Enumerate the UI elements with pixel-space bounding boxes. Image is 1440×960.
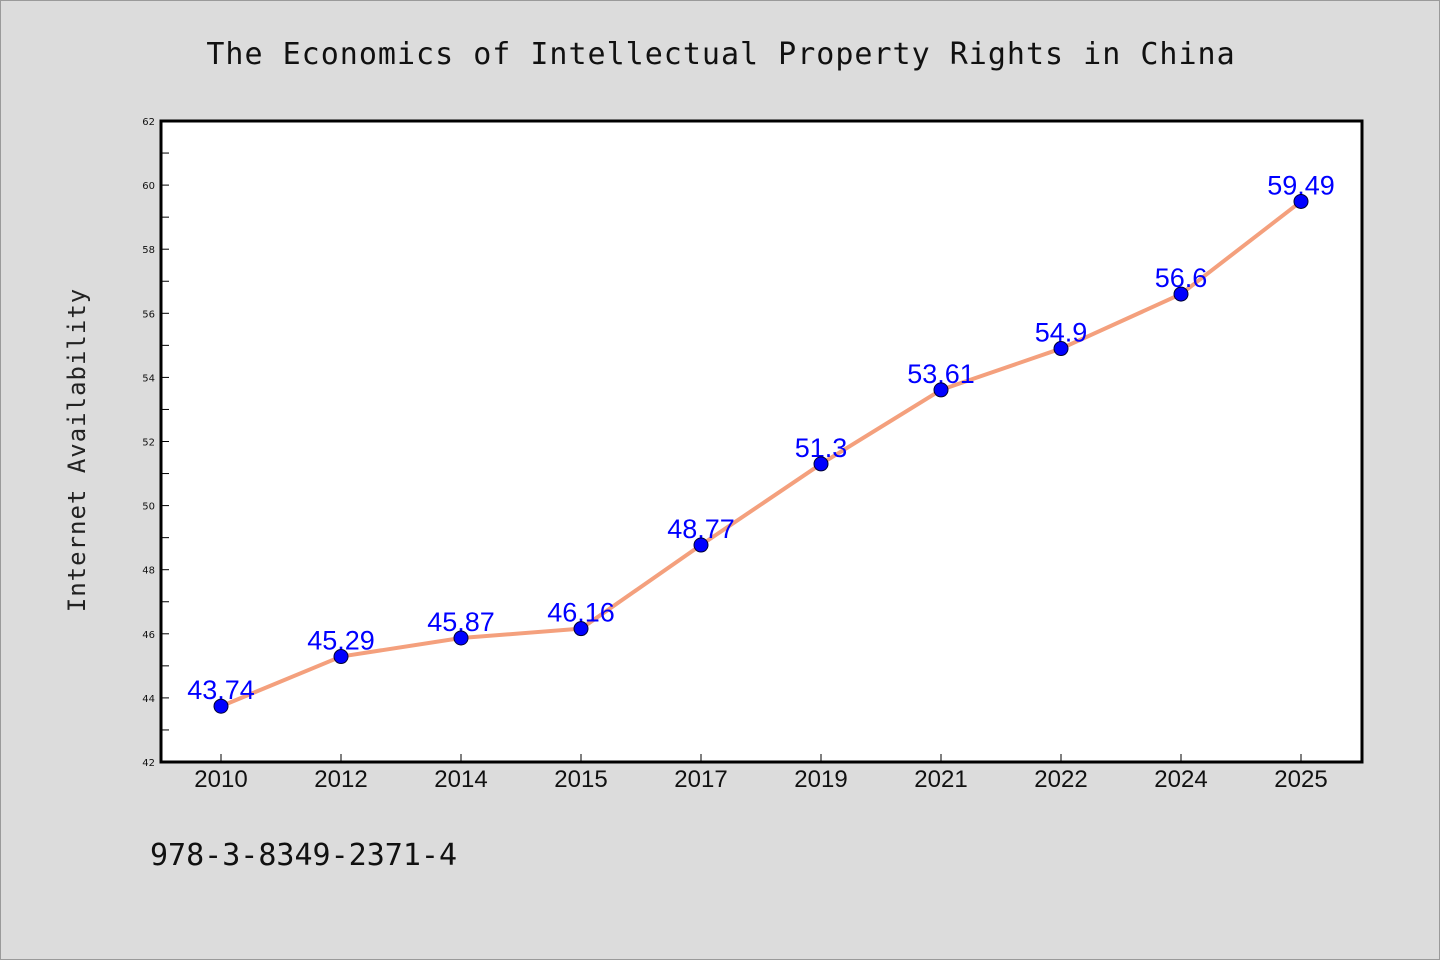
data-point: [693, 537, 709, 553]
x-axis: 2010 2012 2014 2015 2017 2019 2021 2022 2024 2025: [194, 754, 1328, 793]
y-tick-label: 44: [142, 694, 155, 705]
y-tick-label: 58: [142, 245, 155, 256]
x-tick-label: 2021: [914, 766, 967, 793]
x-tick-label: 2024: [1154, 766, 1207, 793]
x-tick-label: 2012: [314, 766, 367, 793]
chart-title: The Economics of Intellectual Property R…: [206, 37, 1235, 72]
data-point: [813, 456, 829, 472]
x-tick-label: 2015: [554, 766, 607, 793]
x-tick-label: 2022: [1034, 766, 1087, 793]
y-tick-label: 50: [142, 502, 155, 513]
x-tick-label: 2010: [194, 766, 247, 793]
data-point: [453, 630, 469, 646]
x-tick-label: 2019: [794, 766, 847, 793]
y-tick-label: 46: [142, 630, 155, 641]
y-axis: 42 44 46 48 50 52 54 56 58 60 62: [142, 117, 169, 769]
x-tick-label: 2017: [674, 766, 727, 793]
y-tick-label: 56: [142, 309, 155, 320]
y-tick-label: 60: [142, 181, 155, 192]
data-point: [1053, 341, 1069, 357]
y-tick-label: 62: [142, 117, 155, 128]
y-tick-label: 54: [142, 373, 155, 384]
x-tick-label: 2025: [1274, 766, 1327, 793]
isbn-footer: 978-3-8349-2371-4: [150, 838, 457, 873]
series-line: [219, 199, 1303, 709]
data-point: [333, 649, 349, 665]
data-point: [1293, 193, 1309, 209]
plot-area: [159, 119, 1364, 764]
data-point: [573, 621, 589, 637]
series-markers: [213, 193, 1309, 714]
data-point: [213, 698, 229, 714]
y-tick-label: 48: [142, 566, 155, 577]
y-tick-label: 52: [142, 438, 155, 449]
series-line-group: [219, 199, 1303, 709]
y-tick-label: 42: [142, 758, 155, 769]
x-tick-label: 2014: [434, 766, 487, 793]
y-axis-label: Internet Availability: [63, 288, 91, 612]
data-point: [933, 382, 949, 398]
data-point: [1173, 286, 1189, 302]
